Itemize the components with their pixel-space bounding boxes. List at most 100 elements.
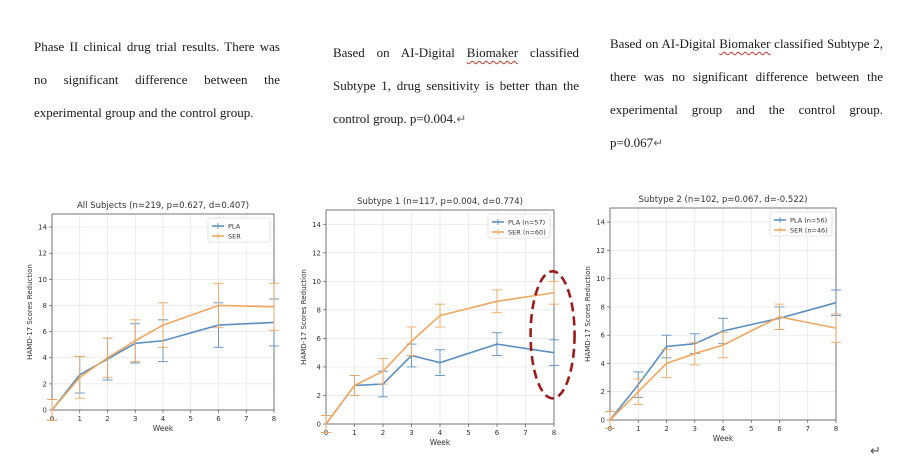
- x-tick-label: 3: [693, 425, 697, 433]
- x-tick-label: 6: [216, 415, 221, 423]
- error-bar: [774, 303, 785, 330]
- x-tick-label: 5: [189, 415, 193, 423]
- x-axis-label: Week: [713, 434, 734, 443]
- y-tick-label: 12: [312, 249, 321, 257]
- y-tick-label: 6: [317, 335, 322, 343]
- y-tick-label: 10: [596, 275, 605, 283]
- y-tick-label: 4: [43, 354, 48, 362]
- paragraph-text-end: classified Subtype 2, there was no signi…: [610, 36, 883, 150]
- x-tick-label: 3: [409, 429, 413, 437]
- error-bar: [435, 303, 445, 328]
- y-tick-label: 0: [601, 417, 605, 425]
- y-tick-label: 6: [43, 328, 48, 336]
- x-tick-label: 7: [523, 429, 527, 437]
- paragraph-text: Phase II clinical drug trial results. Th…: [34, 39, 280, 120]
- x-tick-label: 7: [244, 415, 248, 423]
- document-end-mark: ↵: [870, 444, 881, 459]
- y-tick-label: 14: [38, 224, 47, 232]
- spellcheck-word[interactable]: Biomaker: [719, 36, 771, 51]
- paragraph-all-subjects: Phase II clinical drug trial results. Th…: [34, 30, 280, 129]
- y-tick-label: 14: [596, 219, 605, 227]
- x-tick-label: 1: [636, 425, 640, 433]
- x-tick-label: 4: [161, 415, 166, 423]
- chart-all-subjects: All Subjects (n=219, p=0.627, d=0.407) 0 1…: [26, 201, 279, 433]
- y-tick-label: 2: [43, 380, 47, 388]
- y-tick-label: 14: [312, 221, 321, 229]
- error-bar: [130, 319, 141, 363]
- paragraph-subtype-2: Based on AI-Digital Biomaker classified …: [610, 27, 883, 160]
- x-tick-label: 0: [608, 425, 612, 433]
- highlight-ellipse: [529, 270, 576, 400]
- x-tick-label: 1: [78, 415, 82, 423]
- error-bar: [549, 280, 559, 305]
- y-tick-label: 12: [596, 247, 605, 255]
- y-axis-label: HAMD-17 Scores Reduction: [26, 264, 34, 360]
- error-bar: [549, 339, 559, 366]
- legend-label: PLA (n=56): [790, 217, 827, 225]
- x-tick-label: 6: [495, 429, 500, 437]
- chart-title: Subtype 2 (n=102, p=0.067, d=-0.522): [639, 195, 808, 205]
- error-bar: [158, 302, 168, 348]
- error-bar: [605, 411, 615, 429]
- y-tick-label: 10: [38, 276, 47, 284]
- chart-title: Subtype 1 (n=117, p=0.004, d=0.774): [357, 197, 523, 207]
- error-bar: [47, 399, 57, 421]
- spellcheck-word[interactable]: Biomaker: [466, 45, 519, 60]
- x-tick-label: 8: [272, 415, 276, 423]
- y-tick-label: 0: [43, 407, 47, 415]
- error-bar: [718, 331, 728, 359]
- y-tick-label: 8: [43, 302, 47, 310]
- x-tick-label: 6: [777, 425, 782, 433]
- x-tick-label: 4: [721, 425, 726, 433]
- error-bar: [661, 348, 672, 379]
- legend-label: PLA: [228, 223, 241, 231]
- error-bar: [213, 282, 224, 329]
- error-bar: [633, 378, 644, 405]
- error-bar: [102, 337, 113, 378]
- paragraph-text-end: classified Subtype 1, drug sensitivity i…: [333, 45, 579, 126]
- y-tick-label: 4: [601, 360, 606, 368]
- x-axis-label: Week: [153, 424, 174, 433]
- legend-label: SER (n=60): [508, 229, 546, 237]
- legend-label: SER (n=46): [790, 227, 828, 235]
- y-tick-label: 0: [317, 421, 321, 429]
- y-tick-label: 4: [317, 363, 322, 371]
- y-tick-label: 2: [601, 388, 605, 396]
- error-bar: [74, 355, 85, 399]
- error-bar: [378, 357, 388, 385]
- x-tick-label: 2: [664, 425, 668, 433]
- x-axis-label: Week: [430, 438, 451, 447]
- y-tick-label: 2: [317, 392, 321, 400]
- chart-title: All Subjects (n=219, p=0.627, d=0.407): [77, 201, 249, 211]
- paragraph-return-mark: ↵: [456, 112, 467, 126]
- x-tick-label: 1: [352, 429, 356, 437]
- x-tick-label: 7: [806, 425, 810, 433]
- error-bar: [321, 414, 331, 434]
- x-tick-label: 2: [105, 415, 109, 423]
- x-tick-label: 8: [552, 429, 556, 437]
- error-bar: [492, 332, 502, 356]
- error-bar: [831, 313, 841, 343]
- chart-subtype-2: Subtype 2 (n=102, p=0.067, d=-0.522)0 1 2 3…: [584, 195, 841, 443]
- error-bar: [689, 341, 700, 366]
- x-tick-label: 5: [749, 425, 753, 433]
- error-bar: [349, 375, 360, 396]
- x-tick-label: 5: [466, 429, 470, 437]
- x-tick-label: 2: [381, 429, 385, 437]
- x-tick-label: 8: [834, 425, 838, 433]
- x-tick-label: 3: [133, 415, 137, 423]
- y-axis-label: HAMD-17 Scores Reduction: [300, 269, 308, 365]
- error-bar: [406, 326, 417, 356]
- y-axis-label: HAMD-17 Scores Reduction: [584, 266, 592, 362]
- y-tick-label: 10: [312, 278, 321, 286]
- legend-label: PLA (n=57): [508, 219, 545, 227]
- legend-label: SER: [228, 233, 241, 241]
- error-bar: [492, 289, 502, 314]
- error-bar: [435, 349, 445, 376]
- y-tick-label: 8: [317, 306, 321, 314]
- y-tick-label: 6: [601, 332, 606, 340]
- paragraph-return-mark: ↵: [653, 136, 664, 150]
- paragraph-subtype-1: Based on AI-Digital Biomaker classified …: [333, 36, 579, 136]
- paragraph-text-start: Based on AI-Digital: [610, 36, 720, 51]
- x-tick-label: 4: [438, 429, 443, 437]
